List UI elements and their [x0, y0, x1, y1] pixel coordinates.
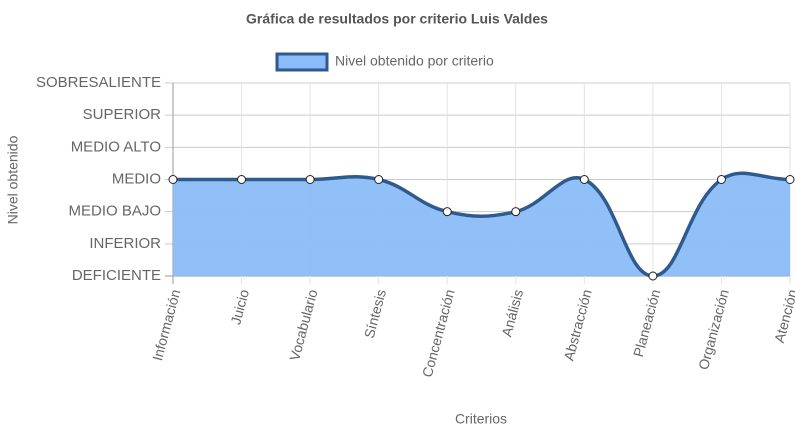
point: [305, 175, 315, 184]
point: [374, 175, 384, 184]
x-tick-label: Organización: [695, 288, 732, 372]
point: [168, 175, 178, 184]
legend-label: Nivel obtenido por criterio: [335, 53, 494, 69]
point: [785, 175, 795, 184]
point: [237, 175, 247, 184]
x-tick-label: Vocabulario: [286, 287, 320, 362]
x-tick-label: Concentración: [419, 288, 458, 379]
legend-swatch: [275, 52, 329, 72]
point: [648, 271, 658, 281]
x-tick-label: Información: [149, 288, 183, 363]
y-tick-label: INFERIOR: [89, 235, 161, 252]
x-tick-label: Análisis: [498, 288, 526, 339]
point: [579, 175, 589, 184]
chart-title: Gráfica de resultados por criterio Luis …: [246, 11, 548, 27]
point: [716, 175, 726, 184]
x-axis-title: Criterios: [455, 411, 507, 427]
point: [511, 207, 521, 217]
x-tick-label: Planeación: [630, 288, 663, 359]
area: [173, 173, 790, 276]
y-tick-label: DEFICIENTE: [72, 267, 161, 284]
x-tick-label: Abstracción: [560, 288, 594, 363]
x-tick-label: Juicio: [227, 287, 252, 326]
x-tick-label: Atención: [771, 288, 795, 345]
y-tick-label: MEDIO ALTO: [71, 138, 161, 155]
y-tick-label: SUPERIOR: [83, 106, 162, 123]
x-tick-label: Síntesis: [361, 288, 389, 340]
y-tick-label: MEDIO BAJO: [68, 203, 161, 220]
y-axis-title: Nivel obtenido: [5, 135, 21, 224]
y-tick-label: SOBRESALIENTE: [36, 74, 161, 91]
y-tick-label: MEDIO: [112, 170, 161, 187]
point: [442, 207, 452, 217]
